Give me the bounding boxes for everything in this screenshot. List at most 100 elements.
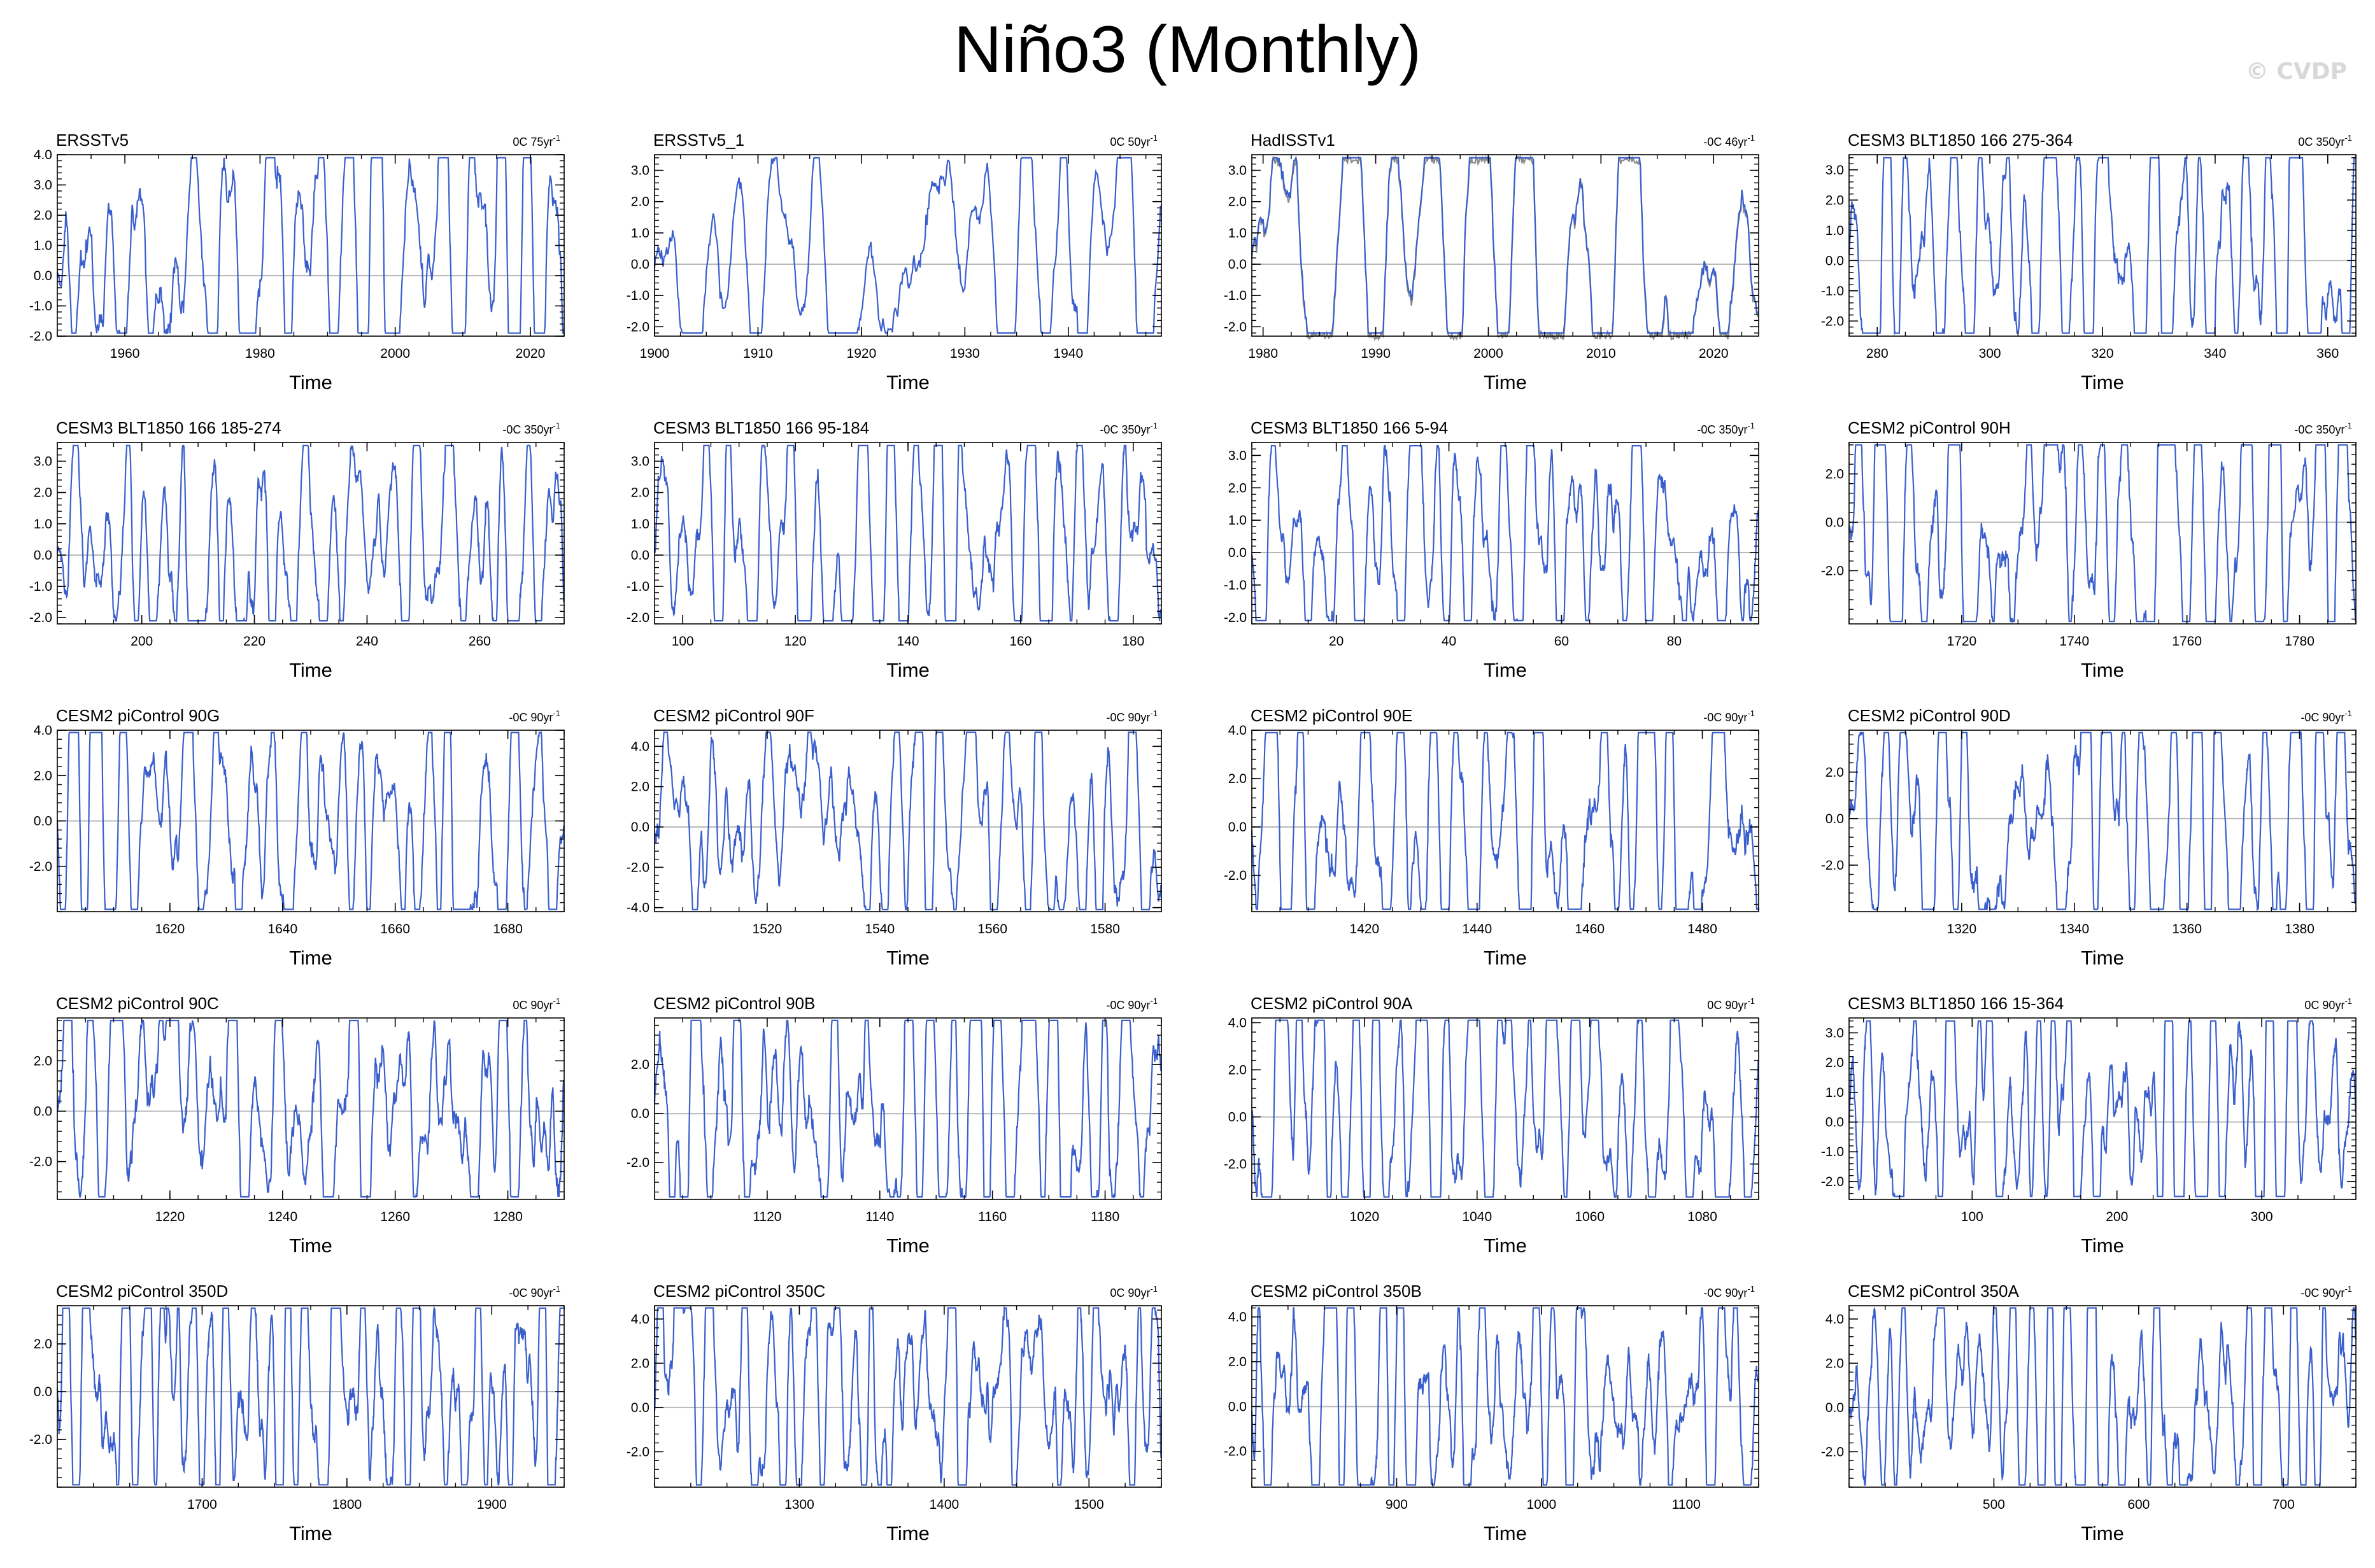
y-tick-label: 1.0 <box>1228 513 1247 528</box>
x-tick-label: 1120 <box>753 1210 781 1224</box>
panel-trend-label: 0C 90yr-1 <box>1707 996 1755 1012</box>
y-tick-label: -2.0 <box>29 611 52 625</box>
chart-panel: CESM2 piControl 90F -0C 90yr-1 -4.0 -2.0 0.0… <box>627 706 1162 969</box>
x-tick-label: 320 <box>2091 346 2113 361</box>
panel-trend-label: -0C 90yr-1 <box>1703 1284 1755 1299</box>
y-tick-label: 0.0 <box>631 548 649 563</box>
x-tick-label: 1940 <box>1053 346 1083 361</box>
x-tick-label: 1720 <box>1947 634 1977 649</box>
chart-panel: CESM3 BLT1850 166 95-184 -0C 350yr-1 -2.0 -… <box>627 418 1162 681</box>
x-tick-label: 1240 <box>267 1210 297 1224</box>
y-tick-label: 4.0 <box>34 723 52 738</box>
y-tick-label: -2.0 <box>1821 858 1844 873</box>
y-tick-label: 2.0 <box>1826 1056 1844 1070</box>
chart-panel: CESM3 BLT1850 166 5-94 -0C 350yr-1 -2.0 -1.… <box>1224 418 1759 681</box>
x-tick-label: 1900 <box>477 1497 507 1512</box>
y-tick-label: -2.0 <box>627 611 649 625</box>
y-tick-label: 2.0 <box>34 768 52 783</box>
x-tick-label: 1980 <box>245 346 275 361</box>
y-tick-label: 4.0 <box>1228 723 1247 738</box>
y-tick-label: -2.0 <box>1821 314 1844 328</box>
y-tick-label: 2.0 <box>34 1054 52 1068</box>
y-tick-label: 2.0 <box>1228 772 1247 786</box>
y-tick-label: 0.0 <box>34 814 52 829</box>
series-line <box>56 1019 565 1198</box>
y-tick-label: 2.0 <box>1826 467 1844 481</box>
x-tick-label: 1910 <box>743 346 773 361</box>
chart-panel: CESM2 piControl 350D -0C 90yr-1 -2.0 0.0 2.0… <box>29 1282 565 1544</box>
panel-title: ERSSTv5_1 <box>653 131 744 150</box>
x-axis-label: Time <box>289 659 332 681</box>
chart-panel: CESM3 BLT1850 166 185-274 -0C 350yr-1 -2.0… <box>29 418 565 681</box>
panel-trend-label: 0C 90yr-1 <box>1110 1284 1158 1299</box>
panel-trend-label: 0C 50yr-1 <box>1110 133 1158 148</box>
panel-title: CESM2 piControl 350D <box>56 1282 228 1301</box>
superscript: -1 <box>2344 421 2352 430</box>
x-tick-label: 1960 <box>110 346 140 361</box>
panel-title: CESM2 piControl 90H <box>1848 418 2011 437</box>
plot-frame <box>1848 154 2357 337</box>
x-axis-label: Time <box>886 659 930 681</box>
superscript: -1 <box>1747 996 1755 1006</box>
superscript: -1 <box>2344 133 2352 143</box>
series-line <box>1848 1020 2357 1197</box>
panel-trend-label: 0C 90yr-1 <box>2304 996 2352 1012</box>
y-tick-label: 1.0 <box>1228 226 1247 241</box>
series-line <box>56 157 564 335</box>
series-line <box>1251 1306 1759 1486</box>
panel-title: CESM2 piControl 90F <box>653 706 814 725</box>
y-tick-label: 0.0 <box>631 1401 649 1415</box>
panel-trend-label: -0C 90yr-1 <box>509 709 560 724</box>
superscript: -1 <box>553 709 560 718</box>
x-axis-label: Time <box>1484 1234 1527 1257</box>
superscript: -1 <box>1747 1284 1755 1294</box>
x-tick-label: 200 <box>2106 1210 2128 1224</box>
y-tick-label: -2.0 <box>627 1444 649 1459</box>
series-line <box>1251 445 1759 623</box>
x-tick-label: 1700 <box>187 1497 217 1512</box>
y-tick-label: 3.0 <box>1826 1026 1844 1040</box>
x-tick-label: 1380 <box>2285 922 2315 936</box>
y-tick-label: 2.0 <box>1826 193 1844 208</box>
y-tick-label: 0.0 <box>34 1104 52 1119</box>
x-tick-label: 600 <box>2127 1497 2150 1512</box>
panel-title: CESM3 BLT1850 166 185-274 <box>56 418 281 437</box>
y-tick-label: 2.0 <box>1826 1356 1844 1371</box>
x-tick-label: 1420 <box>1350 922 1380 936</box>
panel-trend-label: -0C 90yr-1 <box>1106 996 1158 1012</box>
y-tick-label: -2.0 <box>29 1155 52 1169</box>
y-tick-label: 0.0 <box>631 1106 649 1121</box>
x-axis-label: Time <box>1484 1522 1527 1544</box>
series-line <box>1848 444 2357 623</box>
plot-frame <box>654 154 1162 337</box>
x-tick-label: 1040 <box>1462 1210 1492 1224</box>
panel-title: CESM2 piControl 350B <box>1251 1282 1422 1301</box>
x-tick-label: 1460 <box>1575 922 1605 936</box>
y-tick-label: 2.0 <box>1826 765 1844 780</box>
chart-panel: CESM3 BLT1850 166 15-364 0C 90yr-1 -2.0 -1.… <box>1821 994 2357 1257</box>
chart-panel: CESM3 BLT1850 166 275-364 0C 350yr-1 -2.0 -… <box>1821 131 2357 393</box>
x-axis-label: Time <box>2081 947 2124 969</box>
series-line <box>1848 731 2357 912</box>
series-line <box>1251 1019 1759 1198</box>
x-tick-label: 1990 <box>1361 346 1391 361</box>
x-tick-label: 1220 <box>155 1210 185 1224</box>
chart-panel: CESM2 piControl 350A -0C 90yr-1 -2.0 0.0 2.0… <box>1821 1282 2357 1544</box>
chart-panel: CESM2 piControl 350C 0C 90yr-1 -2.0 0.0 2.0 4… <box>627 1282 1162 1544</box>
y-tick-label: 4.0 <box>1826 1312 1844 1327</box>
x-tick-label: 1340 <box>2059 922 2089 936</box>
plot-frame <box>1251 1017 1759 1200</box>
chart-panel: CESM2 piControl 90D -0C 90yr-1 -2.0 0.0 2.0 1… <box>1821 706 2357 969</box>
x-axis-label: Time <box>886 1522 930 1544</box>
y-tick-label: -2.0 <box>29 1432 52 1447</box>
panel-title: CESM2 piControl 90C <box>56 994 219 1013</box>
series-line <box>653 1306 1162 1486</box>
x-axis-label: Time <box>886 1234 930 1257</box>
y-tick-label: 0.0 <box>1826 253 1844 268</box>
plot-frame <box>1848 442 2357 625</box>
chart-panel: CESM2 piControl 90G -0C 90yr-1 -2.0 0.0 2.0 4… <box>29 706 565 969</box>
x-tick-label: 1800 <box>332 1497 362 1512</box>
plot-frame <box>1251 730 1759 912</box>
x-tick-label: 1060 <box>1575 1210 1605 1224</box>
x-tick-label: 120 <box>784 634 807 649</box>
